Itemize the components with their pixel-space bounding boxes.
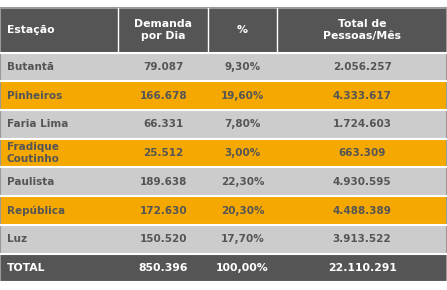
Text: Paulista: Paulista bbox=[7, 177, 54, 187]
Text: Faria Lima: Faria Lima bbox=[7, 119, 68, 129]
Bar bbox=[0, 196, 447, 225]
Text: 189.638: 189.638 bbox=[139, 177, 187, 187]
Text: 4.488.389: 4.488.389 bbox=[333, 206, 392, 215]
Text: República: República bbox=[7, 205, 65, 216]
Text: 166.678: 166.678 bbox=[139, 91, 187, 101]
Text: 79.087: 79.087 bbox=[143, 62, 183, 72]
Text: 66.331: 66.331 bbox=[143, 119, 183, 129]
Bar bbox=[0, 167, 447, 196]
Text: 100,00%: 100,00% bbox=[216, 263, 269, 273]
Text: Pinheiros: Pinheiros bbox=[7, 91, 62, 101]
Text: 4.930.595: 4.930.595 bbox=[333, 177, 392, 187]
Text: Fradique
Coutinho: Fradique Coutinho bbox=[7, 142, 59, 164]
Text: 1.724.603: 1.724.603 bbox=[333, 119, 392, 129]
Text: 663.309: 663.309 bbox=[338, 148, 386, 158]
Text: 7,80%: 7,80% bbox=[224, 119, 261, 129]
Text: 850.396: 850.396 bbox=[139, 263, 188, 273]
Text: Total de
Pessoas/Mês: Total de Pessoas/Mês bbox=[323, 19, 401, 41]
Bar bbox=[0, 8, 447, 53]
Bar bbox=[0, 53, 447, 81]
Text: 19,60%: 19,60% bbox=[221, 91, 264, 101]
Bar bbox=[0, 81, 447, 110]
Text: Luz: Luz bbox=[7, 234, 27, 244]
Text: 172.630: 172.630 bbox=[139, 206, 187, 215]
Text: 2.056.257: 2.056.257 bbox=[333, 62, 392, 72]
Text: Butantã: Butantã bbox=[7, 62, 54, 72]
Text: 3.913.522: 3.913.522 bbox=[333, 234, 392, 244]
Text: Estação: Estação bbox=[7, 25, 55, 35]
Text: 22,30%: 22,30% bbox=[221, 177, 264, 187]
Text: 9,30%: 9,30% bbox=[224, 62, 261, 72]
Text: Demanda
por Dia: Demanda por Dia bbox=[134, 19, 192, 41]
Bar bbox=[0, 253, 447, 282]
Text: 22.110.291: 22.110.291 bbox=[328, 263, 396, 273]
Text: 3,00%: 3,00% bbox=[224, 148, 261, 158]
Text: 17,70%: 17,70% bbox=[221, 234, 264, 244]
Bar bbox=[0, 225, 447, 253]
Bar bbox=[0, 110, 447, 139]
Text: %: % bbox=[237, 25, 248, 35]
Text: 150.520: 150.520 bbox=[139, 234, 187, 244]
Text: 4.333.617: 4.333.617 bbox=[333, 91, 392, 101]
Bar bbox=[0, 139, 447, 167]
Text: 20,30%: 20,30% bbox=[221, 206, 264, 215]
Text: TOTAL: TOTAL bbox=[7, 263, 45, 273]
Text: 25.512: 25.512 bbox=[143, 148, 183, 158]
